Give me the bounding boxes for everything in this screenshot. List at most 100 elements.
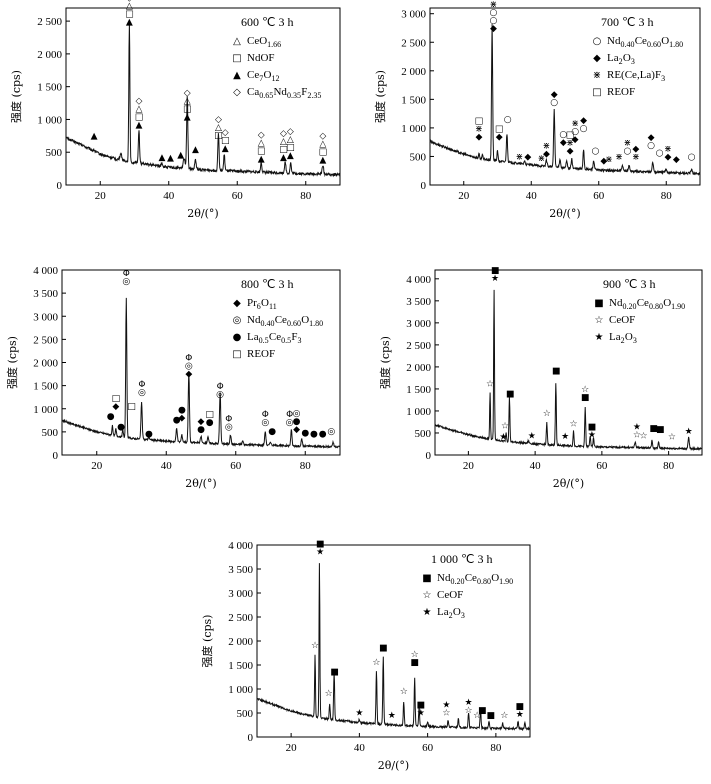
phase-marker: ⋇ bbox=[664, 144, 672, 154]
phase-marker: ■ bbox=[478, 706, 487, 716]
y-tick-label: 3 500 bbox=[33, 288, 58, 300]
panel-4: 0 500 1 000 1 500 2 000 2 500 3 000 3 500 4 000 2… bbox=[378, 266, 703, 490]
phase-marker: ◎ bbox=[286, 418, 294, 428]
phase-marker: ■ bbox=[330, 668, 339, 678]
phase-marker: □ bbox=[475, 116, 484, 126]
phase-marker: △ bbox=[215, 123, 222, 133]
diffraction-curve bbox=[65, 23, 341, 178]
x-tick-label: 80 bbox=[300, 460, 312, 472]
x-tick-label: 40 bbox=[354, 742, 366, 754]
legend-symbol: ★ bbox=[595, 332, 604, 343]
y-tick-label: 0 bbox=[426, 450, 432, 462]
phase-marker: ☆ bbox=[640, 431, 648, 441]
y-axis-label: 强度 (cps) bbox=[378, 336, 392, 389]
phase-marker: ● bbox=[178, 405, 186, 415]
phase-marker: ★ bbox=[388, 711, 396, 721]
phase-marker: ● bbox=[117, 423, 125, 433]
phase-marker: Φ bbox=[225, 415, 232, 425]
phase-marker: ◆ bbox=[185, 369, 192, 379]
phase-marker: ⋇ bbox=[624, 139, 632, 149]
phase-marker: ◇ bbox=[258, 130, 265, 140]
phase-marker: ◆ bbox=[560, 138, 567, 148]
phase-marker: ■ bbox=[417, 700, 426, 710]
y-tick-label: 1 500 bbox=[228, 660, 253, 672]
y-tick-label: 2 000 bbox=[406, 362, 431, 374]
legend-label: La2 O3 bbox=[607, 52, 635, 66]
phase-marker: △ bbox=[126, 1, 133, 11]
phase-marker: △ bbox=[287, 135, 294, 145]
phase-marker: ▲ bbox=[126, 17, 133, 27]
phase-marker: ● bbox=[310, 430, 318, 440]
y-tick-label: 2 000 bbox=[401, 66, 426, 78]
phase-marker: □ bbox=[127, 402, 136, 412]
x-tick-label: 40 bbox=[161, 460, 173, 472]
phase-marker: ☆ bbox=[633, 430, 641, 440]
legend-label: La0.5 Ce0.5 F3 bbox=[247, 331, 301, 345]
phase-marker: ☆ bbox=[400, 687, 408, 697]
phase-marker: ⋇ bbox=[490, 0, 498, 10]
legend-label: Pr6 O11 bbox=[247, 297, 277, 311]
phase-marker: □ bbox=[286, 143, 295, 153]
y-tick-label: 3 000 bbox=[401, 9, 426, 21]
phase-marker: ◆ bbox=[543, 149, 550, 159]
y-tick-label: 3 500 bbox=[406, 296, 431, 308]
phase-marker: ● bbox=[107, 412, 115, 422]
phase-marker: ● bbox=[206, 418, 214, 428]
phase-marker: ● bbox=[293, 417, 301, 427]
plot-frame bbox=[429, 7, 701, 186]
phase-marker: △ bbox=[319, 140, 326, 150]
phase-marker: ▲ bbox=[177, 150, 184, 160]
y-tick-label: 4 000 bbox=[406, 274, 431, 286]
phase-marker: □ bbox=[221, 136, 230, 146]
phase-marker: ■ bbox=[506, 389, 515, 399]
phase-marker: ◆ bbox=[567, 147, 574, 157]
y-tick-label: 1 500 bbox=[406, 384, 431, 396]
y-tick-label: 2 500 bbox=[37, 16, 62, 28]
phase-marker: □ bbox=[279, 145, 288, 155]
phase-marker: □ bbox=[205, 410, 214, 420]
y-tick-label: 1 000 bbox=[37, 114, 62, 126]
phase-marker: ⋇ bbox=[516, 152, 524, 162]
phase-marker: □ bbox=[214, 131, 223, 141]
x-tick-label: 80 bbox=[490, 742, 502, 754]
y-axis-label: 强度 (cps) bbox=[200, 615, 214, 668]
y-tick-label: 2 500 bbox=[33, 334, 58, 346]
diffraction-curve bbox=[61, 297, 341, 449]
phase-marker: ◎ bbox=[225, 423, 233, 433]
phase-marker: □ bbox=[257, 146, 266, 156]
phase-marker: □ bbox=[125, 9, 134, 19]
phase-marker: ■ bbox=[379, 644, 388, 654]
y-tick-label: 0 bbox=[248, 732, 254, 744]
phase-marker: ○ bbox=[504, 115, 512, 125]
phase-marker: ◆ bbox=[178, 413, 185, 423]
y-tick-label: 1 500 bbox=[33, 381, 58, 393]
x-axis-label: 2θ/(°) bbox=[378, 759, 409, 772]
legend-label: Nd0.20 Ce0.80 O1.90 bbox=[609, 297, 685, 311]
phase-marker: ◆ bbox=[673, 155, 680, 165]
y-axis-label: 强度 (cps) bbox=[5, 336, 19, 389]
phase-marker: ★ bbox=[355, 708, 363, 718]
phase-marker: ▲ bbox=[287, 151, 294, 161]
legend-label: CeO1.66 bbox=[247, 35, 281, 49]
x-tick-label: 40 bbox=[530, 460, 542, 472]
phase-marker: ○ bbox=[647, 141, 655, 151]
legend-symbol: ▲ bbox=[233, 70, 241, 81]
phase-marker: ■ bbox=[552, 367, 561, 377]
phase-marker: ■ bbox=[486, 711, 495, 721]
phase-marker: Φ bbox=[217, 382, 224, 392]
phase-marker: ☆ bbox=[486, 380, 494, 390]
phase-marker: ◆ bbox=[112, 402, 119, 412]
y-tick-label: 500 bbox=[46, 147, 63, 159]
phase-marker: ◆ bbox=[293, 425, 300, 435]
x-axis-label: 2θ/(°) bbox=[187, 207, 218, 220]
phase-marker: ◎ bbox=[216, 390, 224, 400]
x-tick-label: 40 bbox=[526, 190, 538, 202]
phase-marker: □ bbox=[495, 124, 504, 134]
y-tick-label: 4 000 bbox=[33, 265, 58, 277]
y-tick-label: 3 000 bbox=[33, 311, 58, 323]
x-tick-label: 20 bbox=[91, 460, 103, 472]
phase-marker: ▲ bbox=[280, 153, 287, 163]
phase-marker: ◆ bbox=[664, 152, 671, 162]
legend-label: Nd0.20 Ce0.80 O1.90 bbox=[437, 572, 513, 586]
